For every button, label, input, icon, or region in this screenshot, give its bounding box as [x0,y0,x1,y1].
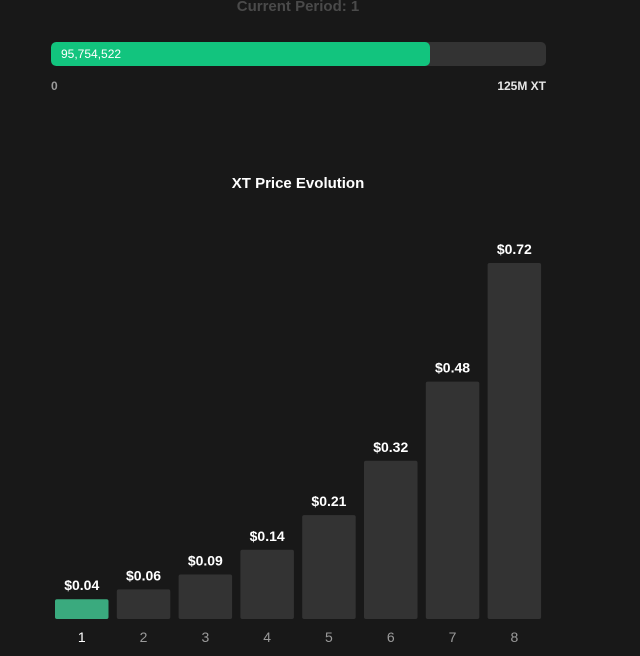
price-label-8: $0.72 [497,241,532,257]
price-label-2: $0.06 [126,567,161,583]
period-tick-2: 2 [140,629,148,645]
sale-progress-fill [51,42,431,66]
price-bar-8 [487,263,542,619]
price-bar-2 [116,589,171,619]
price-label-3: $0.09 [188,553,223,569]
sale-progress-bar: 95,754,522 [51,42,546,66]
period-tick-3: 3 [201,629,209,645]
price-bar-7 [425,381,480,619]
price-label-5: $0.21 [311,493,346,509]
period-tick-8: 8 [510,629,518,645]
price-bar-3 [178,574,233,619]
period-tick-5: 5 [325,629,333,645]
progress-max-label: 125M XT [497,79,546,93]
price-bar-5 [302,515,356,619]
period-tick-4: 4 [263,629,271,645]
price-label-7: $0.48 [435,360,470,376]
period-tick-1: 1 [78,629,86,645]
current-period-title: Current Period: 1 [236,0,360,15]
price-bar-4 [240,549,294,619]
period-tick-6: 6 [387,629,395,645]
price-bar-1 [55,599,109,619]
price-label-4: $0.14 [250,528,285,544]
period-tick-7: 7 [449,629,457,645]
price-label-1: $0.04 [64,577,99,593]
price-label-6: $0.32 [373,439,408,455]
sale-progress-value: 95,754,522 [61,47,122,61]
chart-title: XT Price Evolution [231,175,365,192]
price-bar-6 [364,460,418,619]
progress-min-label: 0 [51,79,58,93]
